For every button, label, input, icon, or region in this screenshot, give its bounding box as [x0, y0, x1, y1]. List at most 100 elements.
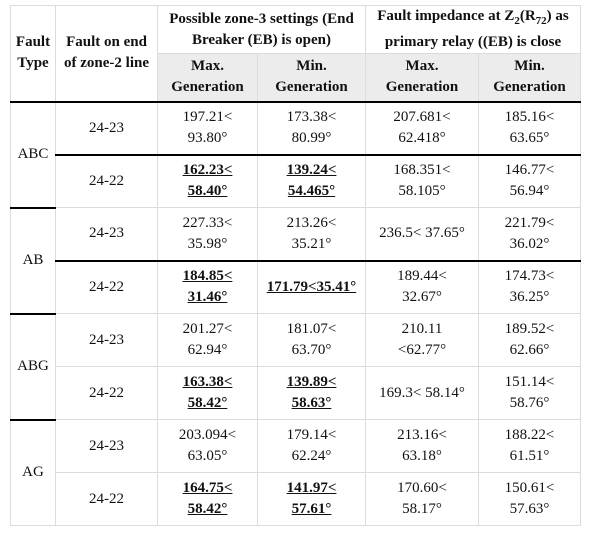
table-row: 24-22 184.85< 31.46° 171.79<35.41° 189.44< 32… — [11, 259, 582, 314]
cell-line: 201.27< — [182, 321, 233, 337]
value-cell: 189.44< 32.67° — [365, 259, 479, 314]
cell-line: 36.25° — [509, 289, 550, 306]
cell-line: 58.76° — [509, 395, 550, 411]
fault-line: 24-23 — [55, 207, 158, 261]
cell-line: 213.26< — [286, 214, 337, 231]
cell-line: 236.5< 37.65° — [379, 225, 465, 242]
cell-line: <62.77° — [397, 342, 447, 358]
table-header: Fault Type Fault on end of zone-2 line P… — [10, 5, 582, 103]
fault-type: AG — [10, 418, 56, 526]
header-text: (R — [519, 8, 536, 24]
header-text: ) as primary relay ((EB) is close — [384, 8, 569, 50]
cell-line: 56.94° — [509, 183, 550, 200]
cell-line: 179.14< — [286, 427, 337, 443]
cell-line: 62.24° — [291, 448, 332, 464]
value-cell: 179.14< 62.24° — [257, 419, 366, 473]
group-header: Possible zone-3 settings (End Breaker (E… — [157, 5, 366, 54]
cell-line: 150.61< — [504, 480, 555, 496]
cell-line: 58.63° — [291, 395, 332, 411]
cell-line: 62.418° — [398, 130, 446, 146]
cell-line: 164.75< — [182, 480, 233, 496]
value-cell: 181.07< 63.70° — [257, 313, 366, 367]
cell-line: 210.11 — [401, 321, 443, 337]
header-text: Fault impedance at Z — [377, 8, 515, 24]
cell-line: 213.16< — [397, 427, 447, 443]
cell-line: 58.42° — [187, 501, 228, 517]
cell-line: 174.73< — [504, 268, 555, 285]
cell-line: 221.79< — [504, 214, 555, 231]
value-cell: 171.79<35.41° — [257, 259, 366, 314]
value-cell: 189.52< 62.66° — [477, 313, 582, 367]
cell-line: 168.351< — [393, 162, 451, 179]
fault-line: 24-23 — [55, 313, 158, 367]
cell-line: 63.65° — [509, 130, 550, 146]
fault-line: 24-22 — [55, 259, 158, 314]
table-row: ABC 24-23 197.21< 93.80° 173.38< 80.99° 207.68… — [10, 101, 582, 208]
cell-line: 188.22< — [504, 427, 555, 443]
value-cell: 146.77< 56.94° — [477, 153, 582, 208]
cell-line: 63.18° — [402, 448, 442, 464]
cell-line: 58.42° — [187, 395, 228, 411]
cell-line: 189.52< — [504, 321, 555, 337]
value-cell: 188.22< 61.51° — [477, 419, 582, 473]
cell-line: 62.66° — [509, 342, 550, 358]
value-cell: 213.16< 63.18° — [365, 419, 479, 473]
cell-line: 173.38< — [286, 109, 337, 125]
cell-line: 162.23< — [182, 162, 233, 179]
value-cell: 151.14< 58.76° — [477, 366, 582, 420]
value-cell: 227.33< 35.98° — [157, 207, 258, 261]
fault-type: AB — [10, 206, 56, 314]
cell-line: 197.21< — [182, 109, 233, 125]
value-cell: 141.97< 57.61° — [257, 472, 366, 526]
cell-line: 139.89< — [286, 374, 337, 390]
cell-line: 203.094< — [178, 427, 237, 443]
value-cell: 173.38< 80.99° — [257, 101, 366, 155]
subheader: Max. Generation — [157, 53, 258, 103]
table-row: AG 24-23 203.094< 63.05° 179.14< 62.24° 213.16… — [10, 418, 582, 526]
cell-line: 57.61° — [291, 501, 332, 517]
value-cell: 174.73< 36.25° — [477, 259, 582, 314]
cell-line: 35.98° — [187, 235, 228, 252]
value-cell: 201.27< 62.94° — [157, 313, 258, 367]
cell-line: 139.24< — [286, 162, 337, 179]
cell-line: 171.79<35.41° — [266, 278, 357, 295]
cell-line: 58.40° — [187, 183, 228, 200]
subheader: Max. Generation — [365, 53, 479, 103]
value-cell: 207.681< 62.418° — [365, 101, 479, 155]
subheader: Min. Generation — [477, 53, 582, 103]
value-cell: 168.351< 58.105° — [365, 153, 479, 208]
value-cell: 185.16< 63.65° — [477, 101, 582, 155]
cell-line: 163.38< — [182, 374, 233, 390]
subheader-row: Max. Generation Min. Generation Max. Gener… — [11, 53, 582, 103]
cell-line: 62.94° — [187, 342, 228, 358]
table-row: 24-22 164.75< 58.42° 141.97< 57.61° 170.60< 58… — [11, 472, 582, 526]
fault-line: 24-23 — [55, 101, 158, 155]
fault-line-header: Fault on end of zone-2 line — [55, 5, 158, 103]
fault-line: 24-22 — [55, 472, 158, 526]
value-cell: 210.11 <62.77° — [365, 313, 479, 367]
value-cell: 213.26< 35.21° — [257, 207, 366, 261]
cell-line: 185.16< — [504, 109, 555, 125]
table-body: ABC 24-23 197.21< 93.80° 173.38< 80.99° 207.68… — [10, 101, 582, 526]
table-row: 24-22 162.23< 58.40° 139.24< 54.465° 168.351<… — [11, 153, 582, 208]
cell-line: 58.105° — [398, 183, 446, 200]
group-header: Fault impedance at Z2(R72) as primary re… — [364, 5, 582, 54]
value-cell: 184.85< 31.46° — [157, 259, 258, 314]
value-cell: 150.61< 57.63° — [477, 472, 582, 526]
value-cell: 164.75< 58.42° — [157, 472, 258, 526]
cell-line: 31.46° — [187, 289, 228, 306]
fault-line: 24-23 — [55, 419, 158, 473]
subscript: 72 — [535, 15, 547, 27]
value-cell: 163.38< 58.42° — [157, 366, 258, 420]
cell-line: 227.33< — [182, 214, 233, 231]
cell-line: 57.63° — [509, 501, 550, 517]
cell-line: 63.70° — [291, 342, 332, 358]
table-row: 24-22 163.38< 58.42° 139.89< 58.63° 169.3< 58… — [11, 366, 582, 420]
cell-line: 61.51° — [509, 448, 550, 464]
cell-line: 151.14< — [504, 374, 555, 390]
cell-line: 181.07< — [286, 321, 337, 337]
results-table: Fault Type Fault on end of zone-2 line P… — [10, 5, 582, 526]
cell-line: 54.465° — [287, 183, 336, 200]
cell-line: 36.02° — [509, 235, 550, 252]
